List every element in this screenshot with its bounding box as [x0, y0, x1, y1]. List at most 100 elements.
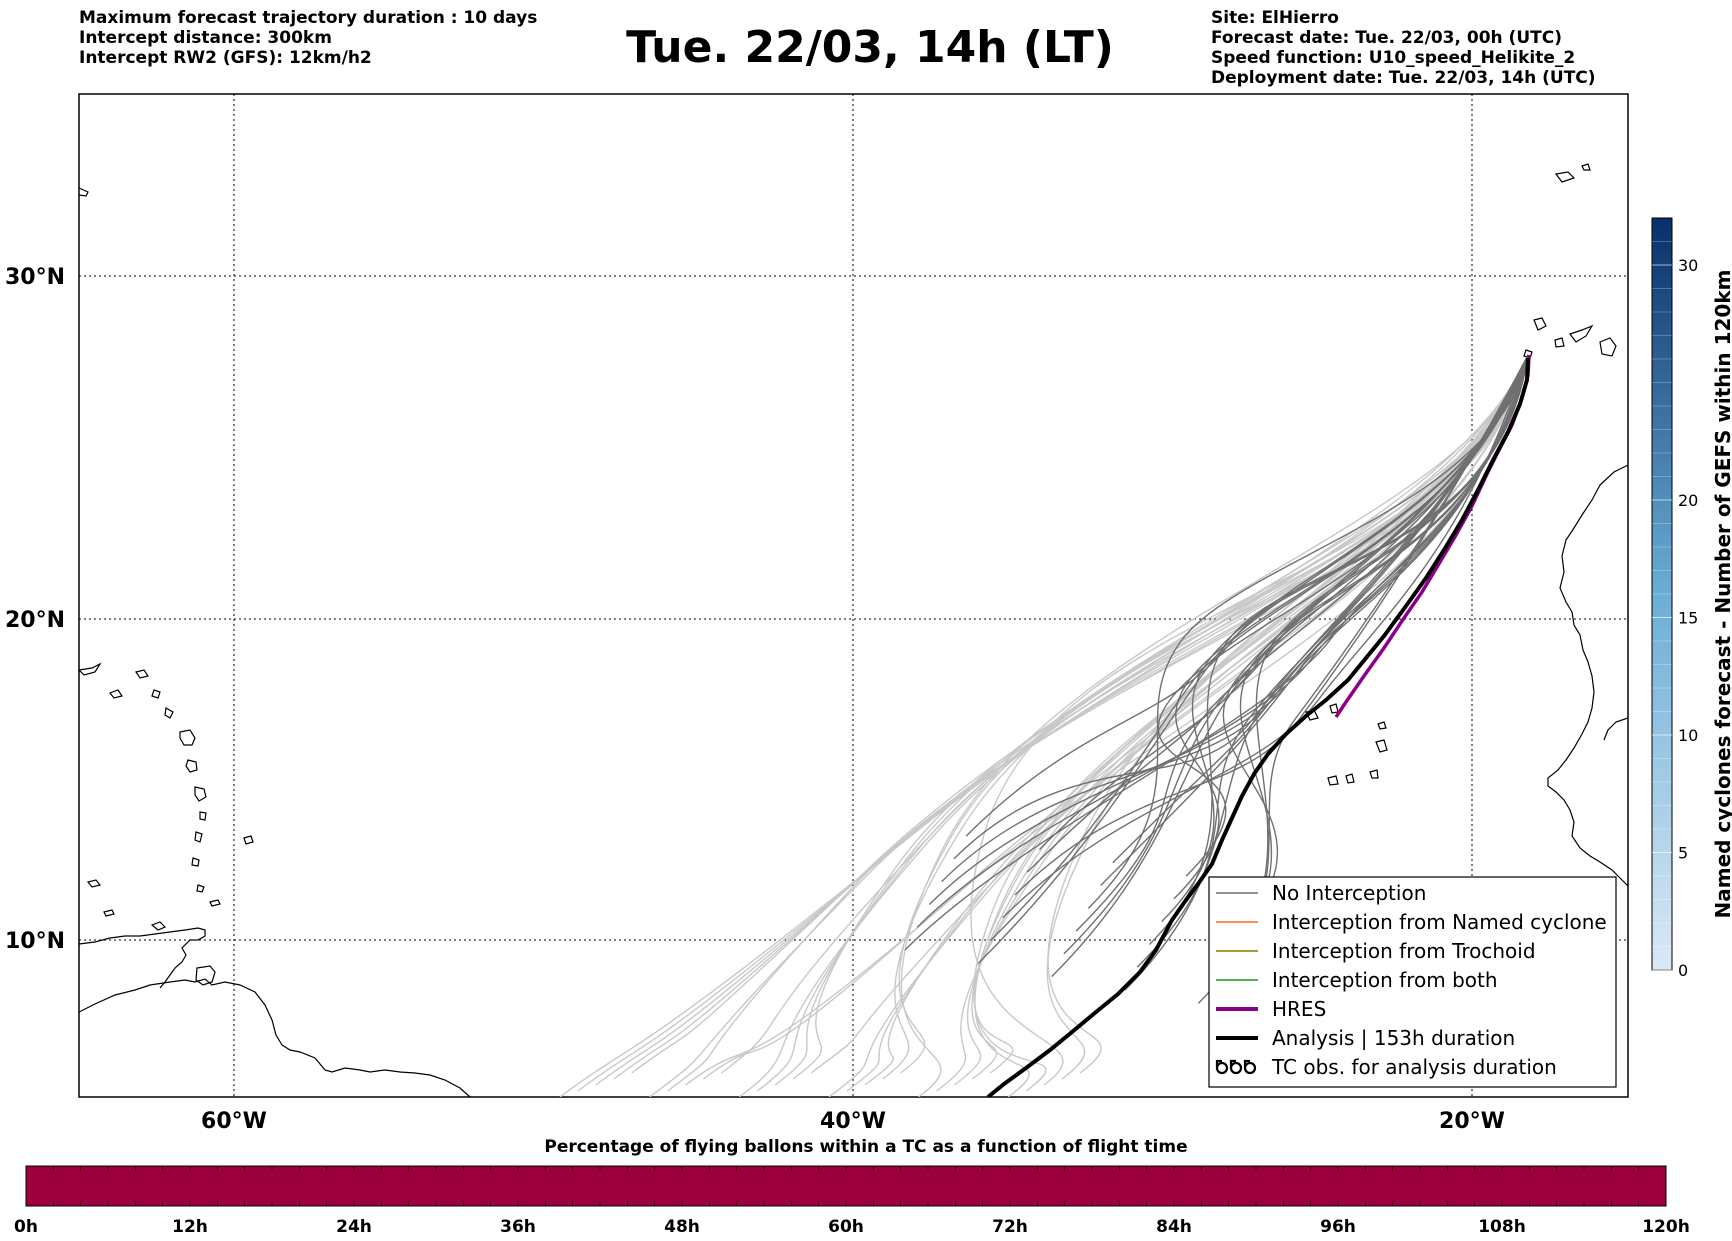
time-tick-label: 120h — [1642, 1217, 1690, 1237]
bottom-colorbar-title: Percentage of flying ballons within a TC… — [544, 1137, 1187, 1157]
coast-puerto-rico — [79, 662, 102, 676]
coast-aruba — [103, 909, 115, 917]
ensemble-trajectory-faded — [1046, 354, 1529, 1080]
coast-south-america — [79, 978, 471, 1097]
coast-canary-2 — [1554, 337, 1565, 348]
coast-antilles-2 — [185, 759, 198, 773]
legend-item-tc-obs: TC obs. for analysis duration — [1215, 1055, 1557, 1079]
coast-antilles-1 — [179, 729, 196, 746]
ensemble-trajectory — [1136, 354, 1529, 968]
colorbar-tick-label: 5 — [1678, 844, 1688, 863]
legend: No Interception Interception from Named … — [1208, 876, 1617, 1088]
coast-antilles-4 — [199, 811, 207, 821]
legend-item-named-cyclone: Interception from Named cyclone — [1216, 910, 1607, 934]
analysis-trajectory — [986, 357, 1530, 1097]
legend-label: HRES — [1272, 997, 1326, 1021]
ensemble-trajectory-faded — [900, 354, 1529, 1097]
speed-function-text: Speed function: U10_speed_Helikite_2 — [1211, 48, 1576, 68]
bottom-colorbar-ticks: 0h 12h 24h 36h 48h 60h 72h 84h 96h 108h 120h — [14, 1166, 1690, 1237]
colorbar-title: Named cyclones forecast - Number of GEFS… — [1711, 270, 1732, 919]
coast-antilles-10 — [135, 669, 149, 679]
intercept-distance-text: Intercept distance: 300km — [79, 28, 332, 48]
coast-antilles-6 — [191, 857, 200, 867]
legend-label: Interception from Named cyclone — [1272, 910, 1607, 934]
time-tick-label: 96h — [1320, 1217, 1356, 1237]
coast-canary-4 — [1599, 337, 1617, 357]
max-duration-text: Maximum forecast trajectory duration : 1… — [79, 8, 538, 28]
ensemble-trajectory — [1002, 354, 1529, 919]
run-parameters: Maximum forecast trajectory duration : 1… — [79, 8, 537, 68]
tc-symbol-icon — [1215, 1059, 1257, 1075]
trajectories-no-interception — [904, 354, 1529, 1004]
coast-west-africa — [1547, 464, 1628, 887]
colorbar-tick-label: 10 — [1678, 726, 1698, 745]
deployment-date-text: Deployment date: Tue. 22/03, 14h (UTC) — [1211, 68, 1596, 88]
page-title: Tue. 22/03, 14h (LT) — [626, 22, 1114, 73]
coast-trinidad — [195, 965, 216, 986]
lat-label-20n: 20°N — [5, 608, 65, 633]
time-tick-label: 84h — [1156, 1217, 1192, 1237]
coast-curacao — [86, 879, 102, 888]
intercept-rw2-text: Intercept RW2 (GFS): 12km/h2 — [79, 48, 372, 68]
colorbar-ticks: 0 5 10 15 20 30 — [1652, 241, 1698, 980]
site-text: Site: ElHierro — [1211, 8, 1339, 28]
colorbar-tick-label: 0 — [1678, 961, 1688, 980]
cyclone-count-colorbar: 0 5 10 15 20 30 Named cyclones forecast - Num… — [1651, 217, 1732, 980]
ensemble-trajectory-faded — [774, 354, 1529, 1086]
coast-antilles-7 — [196, 884, 205, 893]
ensemble-trajectory-faded — [792, 354, 1529, 1080]
ensemble-trajectory — [953, 354, 1529, 860]
bottom-colorbar-fill — [25, 1165, 1667, 1207]
lat-label-30n: 30°N — [5, 265, 65, 290]
coast-cape-verde-5 — [1327, 775, 1339, 786]
colorbar-tick-label: 15 — [1678, 609, 1698, 628]
coast-canary-1 — [1533, 317, 1547, 331]
legend-label: Interception from both — [1272, 968, 1498, 992]
time-tick-label: 48h — [664, 1217, 700, 1237]
time-tick-label: 60h — [828, 1217, 864, 1237]
lat-label-10n: 10°N — [5, 929, 65, 954]
time-tick-label: 108h — [1478, 1217, 1526, 1237]
coast-cape-verde-6 — [1345, 773, 1355, 784]
coast-west-africa-2 — [1603, 717, 1628, 741]
coastlines — [79, 163, 1628, 1097]
legend-item-both: Interception from both — [1216, 968, 1498, 992]
ensemble-trajectory — [1157, 354, 1529, 877]
legend-label: Interception from Trochoid — [1272, 939, 1536, 963]
ensemble-trajectory — [1087, 354, 1529, 909]
lon-label-20w: 20°W — [1439, 1109, 1505, 1134]
time-tick-label: 72h — [992, 1217, 1028, 1237]
ensemble-trajectory-faded — [971, 354, 1529, 1080]
legend-box — [1208, 876, 1617, 1088]
lon-label-60w: 60°W — [201, 1109, 267, 1134]
coast-antilles-8 — [164, 707, 174, 719]
ensemble-trajectory — [1222, 354, 1529, 959]
legend-item-trochoid: Interception from Trochoid — [1216, 939, 1536, 963]
coast-antilles-5 — [194, 831, 203, 843]
legend-item-no-interception: No Interception — [1216, 881, 1426, 905]
time-tick-label: 24h — [336, 1217, 372, 1237]
time-tick-label: 0h — [14, 1217, 38, 1237]
forecast-date-text: Forecast date: Tue. 22/03, 00h (UTC) — [1211, 28, 1562, 48]
legend-label: TC obs. for analysis duration — [1271, 1055, 1557, 1079]
colorbar-tick-label: 30 — [1678, 256, 1698, 275]
coast-hispaniola — [79, 187, 89, 197]
coast-margarita — [150, 921, 167, 931]
coast-antilles-9 — [151, 689, 161, 699]
ensemble-trajectory-faded — [1047, 354, 1529, 1074]
ensemble-trajectory-faded — [973, 354, 1529, 1074]
coast-tobago — [209, 899, 221, 907]
site-info: Site: ElHierro Forecast date: Tue. 22/03… — [1211, 8, 1596, 88]
ensemble-trajectory — [1210, 354, 1529, 982]
ensemble-trajectory-faded — [954, 354, 1529, 1086]
legend-label: No Interception — [1272, 881, 1426, 905]
legend-item-hres: HRES — [1216, 997, 1326, 1021]
colorbar-tick-label: 20 — [1678, 491, 1698, 510]
coast-cape-verde-3 — [1377, 721, 1387, 730]
time-tick-label: 36h — [500, 1217, 536, 1237]
lon-label-40w: 40°W — [820, 1109, 886, 1134]
ensemble-trajectory-faded — [685, 354, 1529, 1086]
coast-cape-verde-4 — [1375, 739, 1388, 753]
coast-barbados — [243, 835, 254, 845]
